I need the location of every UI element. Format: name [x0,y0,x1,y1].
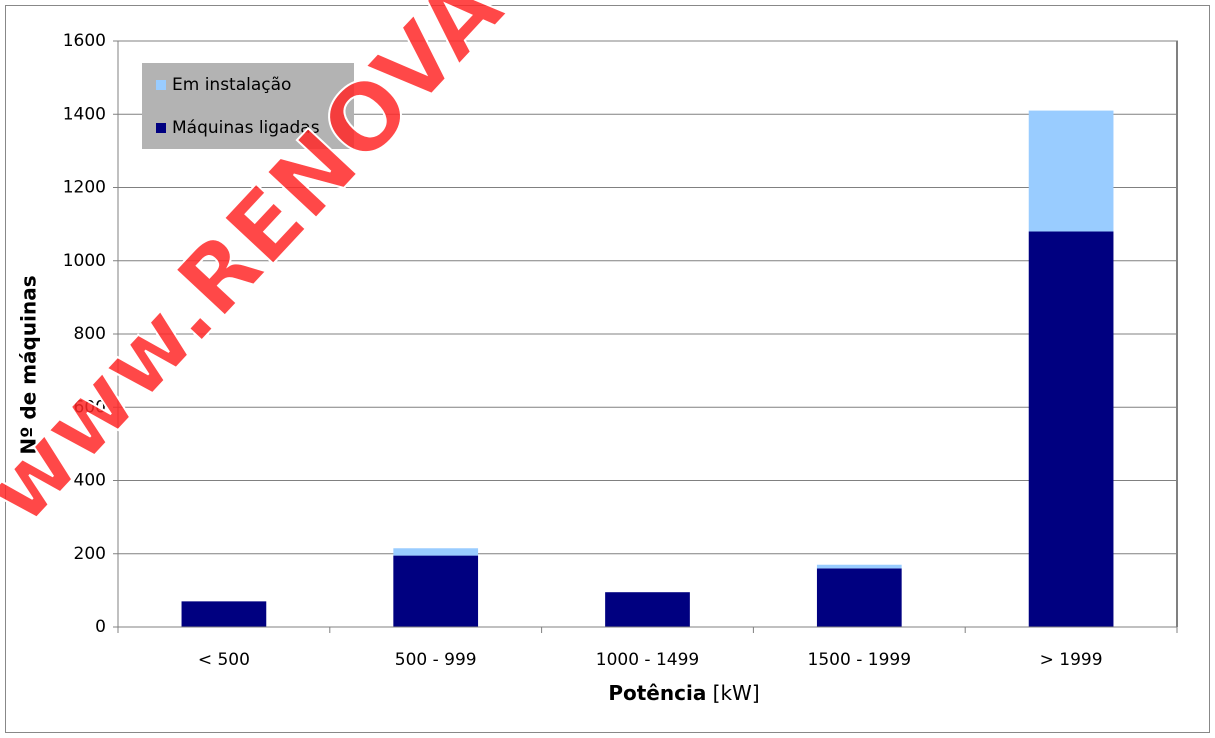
x-tick-label: 500 - 999 [395,650,477,670]
y-tick-label: 0 [95,617,106,637]
bar-segment [816,568,902,627]
x-tick-label: 1000 - 1499 [596,650,699,670]
x-axis-title: Potência [608,681,706,705]
y-tick-label: 200 [74,544,106,564]
x-tick-label: 1500 - 1999 [808,650,911,670]
legend-swatch [156,123,166,133]
legend-label: Máquinas ligadas [172,118,320,138]
y-tick-label: 1200 [63,178,106,198]
bar-segment [1028,231,1114,627]
y-tick-label: 1400 [63,104,106,124]
bar-segment [816,564,902,569]
y-axis-label: Nº de máquinas [17,275,41,454]
x-tick-label: > 1999 [1040,650,1103,670]
bar-segment [393,548,479,556]
legend-swatch [156,80,166,90]
bar-segment [605,592,690,627]
x-tick-label: < 500 [198,650,250,670]
legend-label: Em instalação [172,75,291,95]
x-axis-unit: [kW] [713,681,760,705]
legend-box [142,63,354,149]
x-axis-label: Potência [kW] [608,681,759,705]
y-tick-label: 1000 [63,251,106,271]
bar-segment [1028,110,1114,232]
y-tick-label: 800 [74,324,106,344]
bar-segment [181,601,267,627]
y-tick-label: 600 [74,397,106,417]
y-tick-label: 400 [74,471,106,491]
bar-segment [393,555,479,627]
y-tick-label: 1600 [63,31,106,51]
